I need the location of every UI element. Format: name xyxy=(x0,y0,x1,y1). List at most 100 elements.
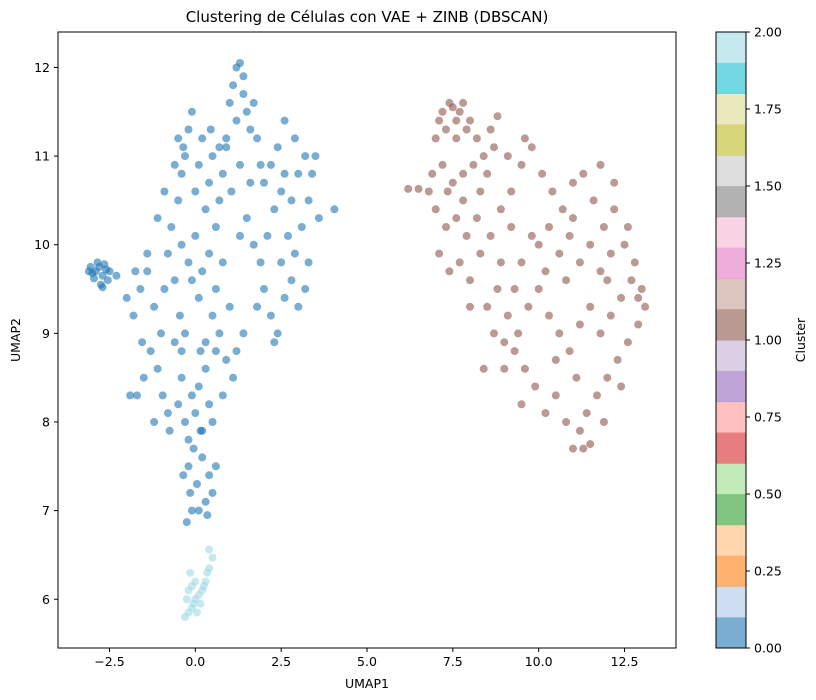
data-point xyxy=(301,285,310,293)
data-point xyxy=(613,355,622,364)
data-point xyxy=(122,293,131,302)
data-point xyxy=(493,285,502,293)
data-point xyxy=(203,568,212,577)
data-point xyxy=(284,231,292,240)
data-point xyxy=(194,506,203,515)
data-point xyxy=(586,302,595,311)
data-point xyxy=(599,418,608,426)
data-point xyxy=(98,283,107,292)
data-point xyxy=(428,169,437,178)
data-point xyxy=(431,134,440,143)
data-point xyxy=(579,444,588,453)
data-point xyxy=(150,302,159,311)
data-point xyxy=(527,143,536,152)
data-point xyxy=(548,187,557,196)
data-point xyxy=(459,196,468,205)
data-point xyxy=(263,231,272,240)
data-point xyxy=(294,302,303,311)
data-point xyxy=(330,205,339,214)
data-point xyxy=(174,196,183,205)
data-point xyxy=(273,143,282,152)
data-point xyxy=(280,169,289,178)
data-point xyxy=(184,125,193,134)
y-tick-label: 8 xyxy=(42,414,50,429)
data-point xyxy=(472,134,481,143)
data-point xyxy=(187,107,196,116)
data-point xyxy=(181,152,189,161)
data-point xyxy=(208,488,217,497)
data-point xyxy=(517,400,526,409)
colorbar: 0.00 0.25 0.50 0.75 1.00 1.25 1.50 1.75 2.00 xyxy=(715,25,782,656)
data-point xyxy=(215,143,224,152)
data-point xyxy=(218,169,227,178)
data-point xyxy=(510,347,519,356)
data-point xyxy=(191,231,200,240)
data-point xyxy=(126,391,135,400)
data-point xyxy=(466,302,474,311)
data-point xyxy=(167,223,176,231)
data-point xyxy=(174,400,183,409)
data-point xyxy=(174,134,183,143)
data-point xyxy=(112,271,121,280)
data-point xyxy=(472,214,481,223)
data-point xyxy=(486,231,495,240)
data-point xyxy=(256,258,265,267)
data-point xyxy=(129,311,138,320)
colorbar-segment xyxy=(716,32,746,64)
data-point xyxy=(205,178,214,187)
data-point xyxy=(270,205,279,214)
data-point xyxy=(177,347,186,356)
data-point xyxy=(545,311,553,320)
data-point xyxy=(575,426,584,435)
data-point xyxy=(466,116,474,125)
data-point xyxy=(218,258,227,267)
data-point xyxy=(249,240,258,249)
data-point xyxy=(555,249,564,258)
data-point xyxy=(534,285,543,293)
data-point xyxy=(630,258,639,267)
data-point xyxy=(311,152,320,161)
data-point xyxy=(131,267,140,276)
colorbar-segment xyxy=(716,432,746,464)
data-point xyxy=(163,249,172,258)
data-point xyxy=(203,511,212,520)
data-point xyxy=(242,214,251,223)
colorbar-tick-label: 0.50 xyxy=(754,487,782,502)
data-point xyxy=(586,240,595,249)
colorbar-segment xyxy=(716,216,746,248)
data-point xyxy=(232,116,241,125)
x-tick-label: 12.5 xyxy=(611,654,639,669)
data-point xyxy=(314,214,323,223)
data-point xyxy=(177,240,186,249)
data-point xyxy=(404,184,413,193)
data-point xyxy=(500,364,509,373)
data-point xyxy=(562,418,571,426)
data-point xyxy=(158,391,167,400)
data-point xyxy=(572,373,581,382)
data-point xyxy=(596,267,605,276)
data-point xyxy=(569,214,577,223)
data-point xyxy=(617,293,626,302)
data-point xyxy=(443,187,452,196)
data-point xyxy=(253,134,262,143)
data-point xyxy=(139,373,148,382)
data-point xyxy=(225,98,234,107)
data-point xyxy=(486,125,495,134)
data-point xyxy=(452,134,461,143)
x-tick-label: 5.0 xyxy=(357,654,377,669)
data-point xyxy=(170,276,179,285)
data-point xyxy=(246,178,255,187)
data-point xyxy=(205,545,214,554)
data-point xyxy=(194,293,203,302)
data-point xyxy=(186,488,195,497)
data-point xyxy=(181,329,189,338)
data-point xyxy=(606,249,615,258)
colorbar-tick-label: 1.75 xyxy=(754,102,782,117)
data-point xyxy=(205,249,214,258)
data-point xyxy=(579,169,588,178)
data-point xyxy=(189,444,198,453)
data-point xyxy=(170,160,179,169)
series-cluster-0 xyxy=(84,59,339,527)
data-point xyxy=(103,276,112,285)
data-point xyxy=(524,302,533,311)
